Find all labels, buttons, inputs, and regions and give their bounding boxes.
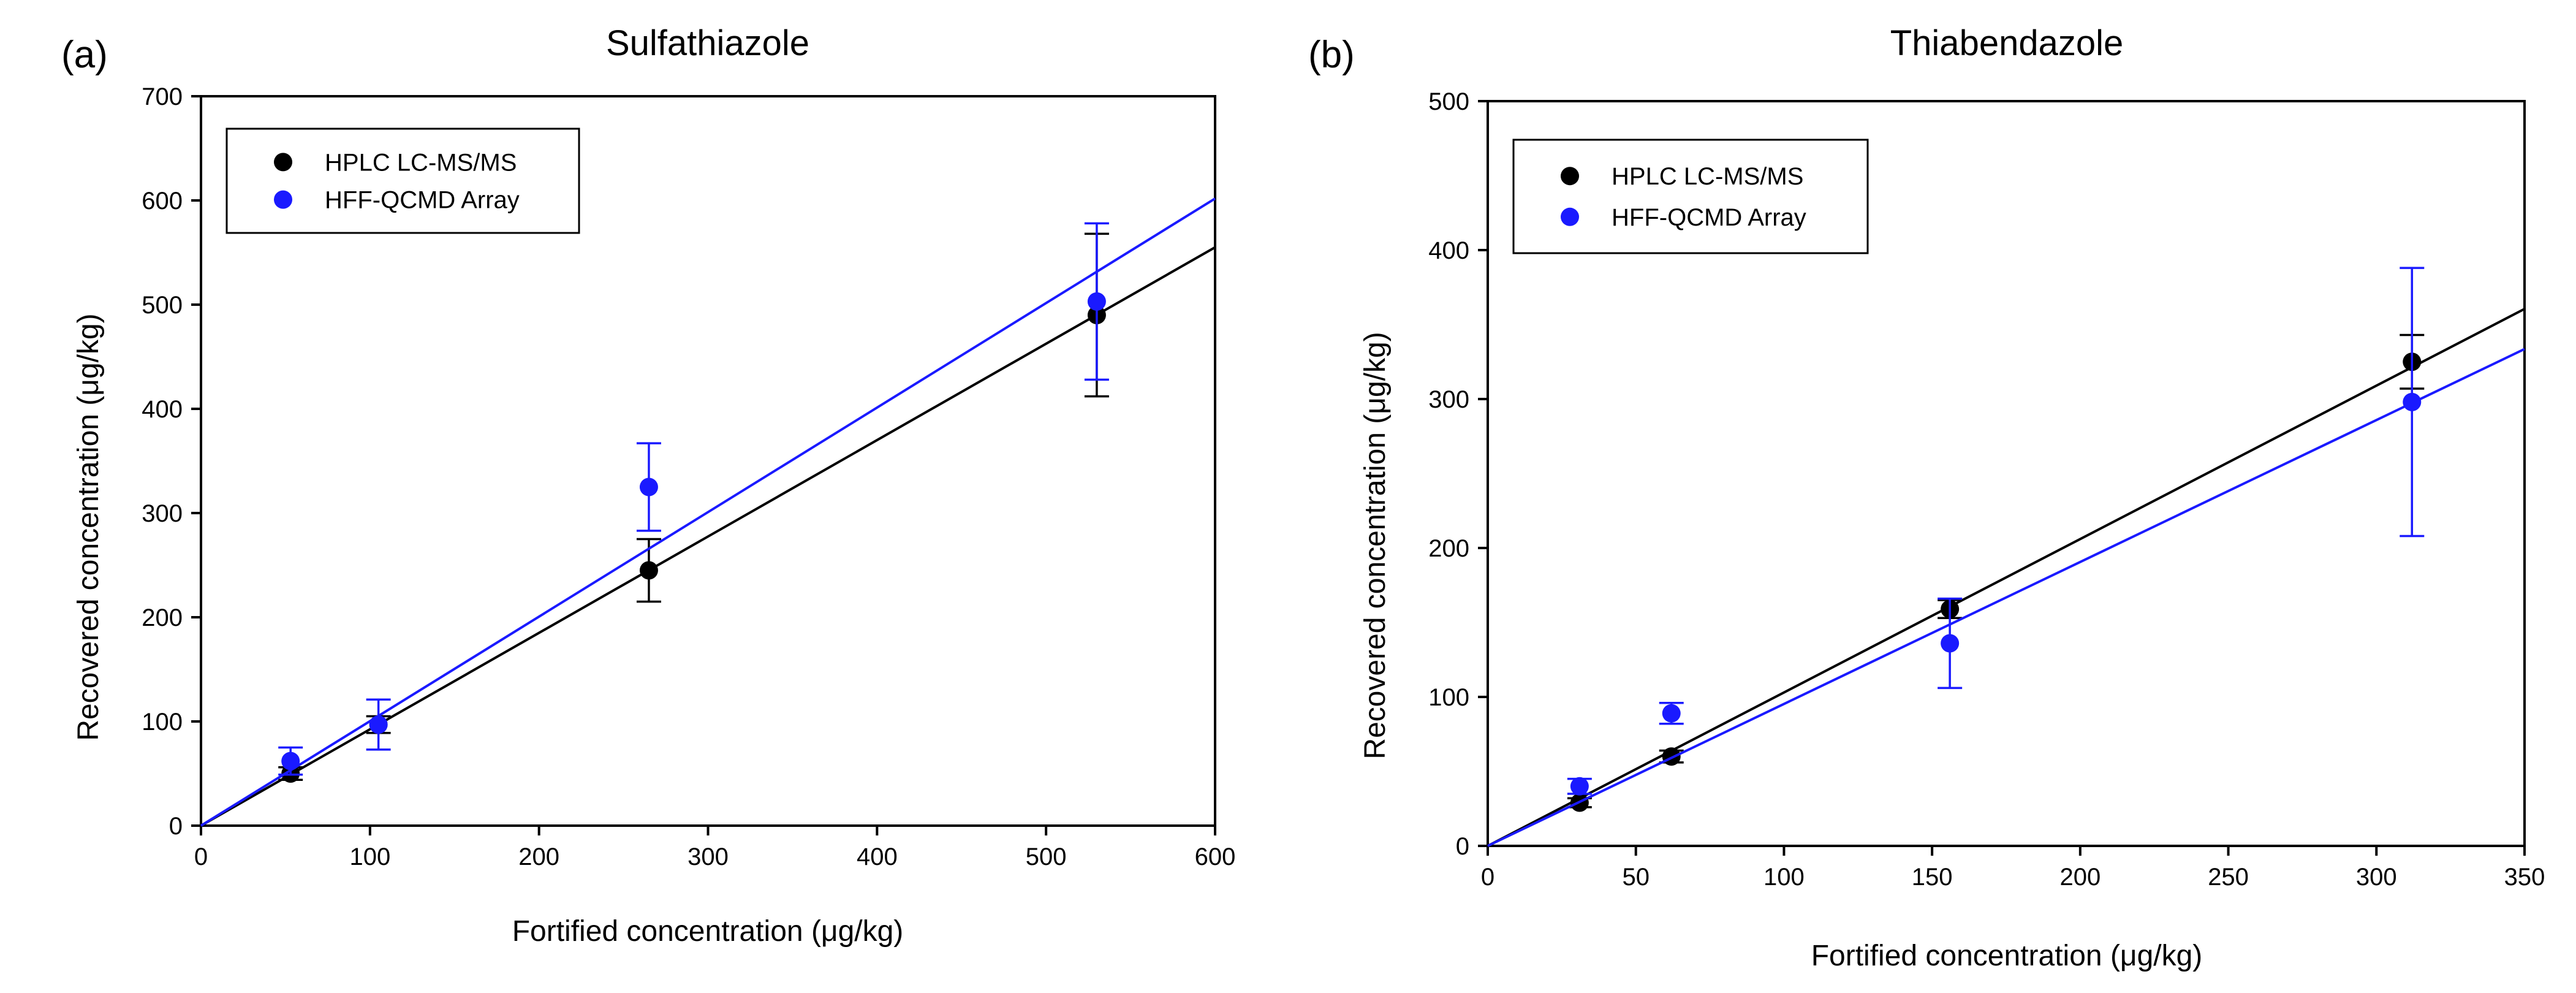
- panel-a-y-tick-label: 300: [142, 500, 183, 527]
- panel-b-y-tick-label: 400: [1428, 237, 1469, 264]
- panel-b-x-axis-label: Fortified concentration (μg/kg): [1811, 940, 2203, 972]
- panel-b-y-tick-label: 300: [1428, 386, 1469, 413]
- panel-b-label: (b): [1308, 34, 1355, 76]
- panel-a-series-2-point: [281, 751, 300, 770]
- panel-b-plot-frame: [1487, 100, 2526, 847]
- panel-b-y-tick-label: 500: [1428, 88, 1469, 115]
- panel-a-series-1-point: [639, 561, 658, 580]
- panel-a-x-tick-label: 200: [518, 843, 559, 870]
- panel-b-x-tick-label: 0: [1481, 864, 1494, 891]
- panel-b-legend-marker-1: [1561, 167, 1579, 186]
- panel-a-y-tick-label: 0: [169, 813, 183, 840]
- panel-b-series-1-point: [1662, 747, 1681, 766]
- panel-a-legend-label-1: HPLC LC-MS/MS: [325, 149, 517, 176]
- panel-a-x-tick-label: 300: [688, 843, 729, 870]
- panel-a-series-2-fit-line: [200, 197, 1216, 827]
- panel-a-legend-label-2: HFF-QCMD Array: [325, 187, 520, 214]
- panel-b-title: Thiabendazole: [1890, 23, 2124, 63]
- panel-a-x-axis-label: Fortified concentration (μg/kg): [512, 915, 904, 948]
- panel-b-y-axis-label: Recovered concentration (μg/kg): [1359, 332, 1392, 759]
- panel-b-y-tick-label: 100: [1428, 684, 1469, 711]
- panel-a-y-tick-label: 200: [142, 604, 183, 631]
- panel-a-x-tick-label: 500: [1026, 843, 1067, 870]
- panel-b-x-tick-label: 50: [1622, 864, 1650, 891]
- panel-b-x-tick-label: 200: [2059, 864, 2101, 891]
- panel-b-legend-marker-2: [1561, 207, 1579, 226]
- panel-a-series-1-fit-line: [200, 246, 1216, 827]
- panel-a-legend-marker-2: [274, 190, 292, 209]
- panel-b-series-1-fit-line: [1487, 308, 2525, 847]
- panel-b-series-2-point: [1941, 634, 1960, 653]
- panel-a-y-tick-label: 100: [142, 709, 183, 736]
- panel-a-y-axis-label: Recovered concentration (μg/kg): [72, 313, 105, 740]
- panel-b-series-2-point: [2403, 392, 2422, 411]
- panel-a-y-tick-label: 500: [142, 292, 183, 319]
- panel-a-x-tick-label: 100: [349, 843, 390, 870]
- panel-b-legend-label-1: HPLC LC-MS/MS: [1612, 163, 1803, 190]
- panel-a-chart: 0 100 200 300 400 500 600 0 100 200 300 400 500 600 70…: [142, 83, 1235, 870]
- panel-a-y-tick-label: 400: [142, 396, 183, 423]
- panel-a-label: (a): [61, 34, 108, 76]
- panel-a-series-2-point: [369, 715, 388, 734]
- panel-a-x-tick-label: 600: [1195, 843, 1236, 870]
- panel-a-series-2-point: [1087, 292, 1106, 311]
- panel-a-legend-marker-1: [274, 153, 292, 172]
- panel-b-x-tick-label: 300: [2356, 864, 2397, 891]
- panel-b-legend-box: [1512, 139, 1869, 254]
- panel-b-x-tick-label: 350: [2504, 864, 2545, 891]
- panel-b-y-tick-label: 0: [1456, 833, 1469, 860]
- panel-a-legend-box: [225, 127, 580, 234]
- panel-b-series-2-point: [1570, 777, 1589, 796]
- panel-b-y-tick-label: 200: [1428, 535, 1469, 562]
- panel-a-y-tick-label: 600: [142, 188, 183, 215]
- panel-b-series-2-point: [1662, 704, 1681, 723]
- panel-a-x-tick-label: 0: [194, 843, 208, 870]
- panel-a-x-tick-label: 400: [857, 843, 898, 870]
- panel-a-y-tick-label: 700: [142, 83, 183, 110]
- panel-a-series-2-point: [639, 477, 658, 496]
- panel-b-series-2-fit-line: [1487, 348, 2525, 847]
- panel-b-legend-label-2: HFF-QCMD Array: [1612, 204, 1806, 231]
- panel-b-x-tick-label: 150: [1912, 864, 1953, 891]
- panel-b-chart: 0 50 100 150 200 250 300 350 0 100 200 300 400 500 HPL…: [1428, 88, 2545, 891]
- panel-a-title: Sulfathiazole: [606, 23, 809, 63]
- panel-b-x-tick-label: 250: [2208, 864, 2249, 891]
- panel-b-x-tick-label: 100: [1763, 864, 1805, 891]
